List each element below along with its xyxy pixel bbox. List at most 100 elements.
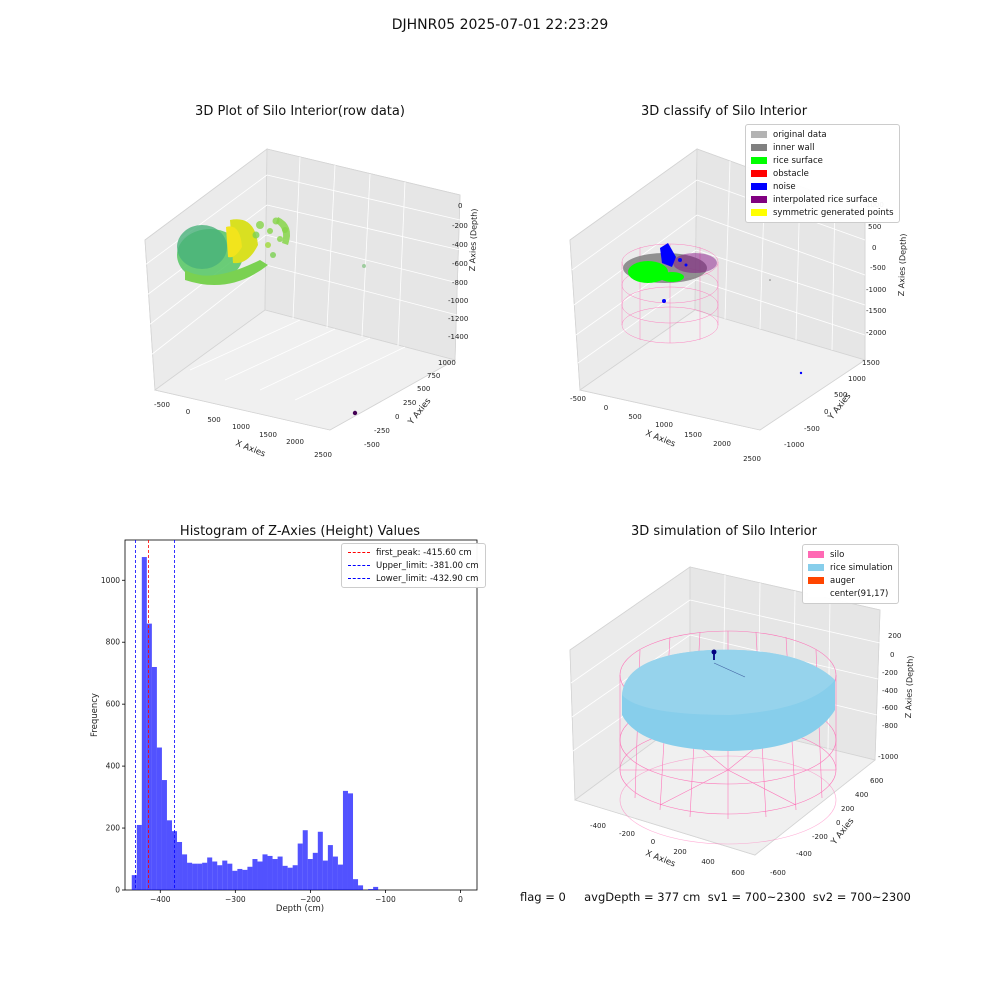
x-tick-label: 1000 [232, 423, 250, 431]
y-tick-label: 1000 [101, 576, 120, 585]
z-tick-label: -500 [870, 264, 886, 272]
histogram-bar [197, 863, 203, 890]
x-tick-label: -500 [154, 401, 170, 409]
classify-plot-title: 3D classify of Silo Interior [640, 104, 808, 119]
legend-item: Lower_limit: -432.90 cm [348, 572, 479, 585]
x-tick-label: 1500 [684, 431, 702, 439]
x-tick-label: -400 [590, 822, 606, 830]
z-tick-label: 500 [868, 223, 881, 231]
simulation-y-axis-label: Y Axies [829, 816, 857, 848]
z-tick-label: 200 [888, 632, 901, 640]
legend-item: obstacle [751, 167, 894, 180]
legend-item: center(91,17) [808, 587, 893, 600]
y-tick-label: 500 [834, 391, 847, 399]
histogram-bar [187, 862, 193, 890]
histogram-bar [277, 856, 283, 890]
legend-swatch [751, 157, 767, 164]
z-tick-label: -1200 [448, 315, 468, 323]
histogram-bar [202, 862, 208, 890]
legend-item: Upper_limit: -381.00 cm [348, 559, 479, 572]
classify-z-axis-label: Z Axies (Depth) [897, 233, 908, 296]
legend-item: inner wall [751, 141, 894, 154]
histogram-bar [131, 875, 137, 890]
z-tick-label: -1000 [878, 753, 898, 761]
y-tick-label: 600 [870, 777, 883, 785]
legend-swatch [751, 183, 767, 190]
x-tick-label: 2500 [314, 451, 332, 459]
y-tick-label: 0 [395, 413, 399, 421]
y-tick-label: -200 [812, 833, 828, 841]
histogram-bar [317, 831, 323, 890]
histogram-bar [342, 790, 348, 890]
legend-swatch [808, 590, 824, 597]
histogram-x-ticks: −400 −300 −200 −100 0 [150, 890, 463, 904]
raw-3d-axes-box [144, 148, 461, 431]
y-tick-label: -1000 [784, 441, 804, 449]
histogram-bar [272, 859, 278, 890]
z-tick-label: -600 [452, 260, 468, 268]
x-tick-label: 1500 [259, 431, 277, 439]
histogram-bar [327, 845, 333, 890]
legend-line [348, 578, 370, 579]
histogram-bar [212, 861, 218, 890]
histogram-bar [177, 841, 183, 890]
y-tick-label: -500 [364, 441, 380, 449]
histogram-bar [347, 793, 354, 890]
simulation-3d-plot: -400 -200 0 200 400 600 X Axies -600 -40… [569, 566, 915, 877]
z-tick-label: -800 [452, 279, 468, 287]
histogram-bar [312, 852, 318, 890]
histogram-bar [282, 865, 288, 890]
z-tick-label: -1400 [448, 333, 468, 341]
z-tick-label: -200 [882, 669, 898, 677]
histogram-bar [166, 820, 172, 890]
y-tick-label: -500 [804, 425, 820, 433]
legend-label: interpolated rice surface [773, 194, 878, 205]
y-tick-label: 400 [855, 791, 868, 799]
z-tick-label: 0 [872, 244, 876, 252]
legend-label: auger [830, 575, 855, 586]
y-tick-label: -250 [374, 427, 390, 435]
legend-label: inner wall [773, 142, 815, 153]
z-tick-label: -1000 [866, 286, 886, 294]
simulation-z-axis-label: Z Axies (Depth) [904, 655, 915, 718]
simulation-rice-surface [622, 649, 835, 751]
histogram-bar [237, 868, 243, 890]
raw-3d-plot: -500 0 500 1000 1500 2000 2500 X Axies -… [144, 148, 479, 460]
y-tick-label: 200 [106, 824, 121, 833]
status-footer: flag = 0 avgDepth = 377 cm sv1 = 700~230… [520, 890, 911, 904]
legend-item: rice simulation [808, 561, 893, 574]
y-tick-label: 1500 [862, 359, 880, 367]
x-tick-label: 0 [604, 404, 608, 412]
histogram-bar [227, 863, 233, 890]
y-tick-label: 400 [106, 762, 121, 771]
histogram-plot-area [124, 539, 478, 891]
histogram-bar [287, 867, 293, 890]
legend-swatch [751, 131, 767, 138]
legend-label: original data [773, 129, 827, 140]
histogram-legend: first_peak: -415.60 cm Upper_limit: -381… [341, 543, 486, 588]
legend-item: rice surface [751, 154, 894, 167]
histogram-x-axis-label: Depth (cm) [276, 904, 324, 914]
x-tick-label: 200 [673, 848, 686, 856]
simulation-auger [711, 649, 746, 678]
x-tick-label: 600 [731, 869, 744, 877]
histogram-bar [156, 747, 162, 890]
y-tick-label: 0 [115, 886, 120, 895]
histogram-chart: −400 −300 −200 −100 0 0 200 400 600 800 1000 Dept… [90, 539, 478, 914]
histogram-bar [262, 854, 268, 890]
histogram-bar [307, 859, 313, 890]
z-tick-label: -600 [882, 704, 898, 712]
raw-plot-title: 3D Plot of Silo Interior(row data) [195, 104, 405, 119]
histogram-bar [207, 857, 213, 890]
z-tick-label: -200 [452, 222, 468, 230]
histogram-bar [192, 863, 198, 890]
legend-label: Upper_limit: -381.00 cm [376, 560, 479, 571]
histogram-bar [146, 623, 152, 890]
histogram-bar [337, 864, 343, 890]
x-tick-label: −300 [225, 895, 246, 904]
simulation-legend: silo rice simulation auger center(91,17) [802, 544, 899, 604]
z-tick-label: -1000 [448, 297, 468, 305]
x-tick-label: 2000 [286, 438, 304, 446]
z-tick-label: 0 [890, 651, 894, 659]
x-tick-label: 1000 [655, 421, 673, 429]
